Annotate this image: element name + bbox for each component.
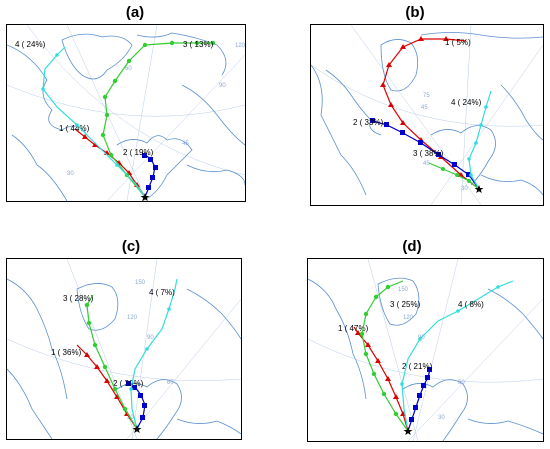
trajectory-3: 3 ( 28%) — [63, 294, 138, 430]
graticule — [7, 259, 241, 439]
trajectory-4: 4 ( 24%) — [451, 90, 492, 190]
trajectory-1: 1 ( 47%) — [338, 324, 409, 432]
coastlines — [7, 278, 241, 439]
svg-text:30: 30 — [67, 171, 74, 177]
svg-text:2 ( 19%): 2 ( 19%) — [123, 148, 154, 157]
svg-text:3 ( 25%): 3 ( 25%) — [390, 300, 421, 309]
origin-star-icon — [403, 427, 413, 435]
svg-text:120: 120 — [127, 315, 138, 321]
svg-text:60: 60 — [458, 380, 465, 386]
trajectory-1: 1 ( 36%) — [51, 344, 138, 430]
svg-text:2 ( 30%): 2 ( 30%) — [113, 379, 144, 388]
svg-text:90: 90 — [147, 335, 154, 341]
svg-text:3 ( 28%): 3 ( 28%) — [63, 294, 94, 303]
svg-text:4 ( 8%): 4 ( 8%) — [458, 300, 484, 309]
panel-d-title: (d) — [402, 238, 422, 255]
panel-d-map: 150 120 90 60 30 1 ( 47%) 2 ( 21%) 3 ( 2… — [307, 258, 544, 442]
svg-text:150: 150 — [135, 280, 146, 286]
trajectory-2: 2 ( 30%) — [113, 379, 147, 430]
svg-text:1 ( 5%): 1 ( 5%) — [445, 38, 471, 47]
trajectory-3: 3 ( 13%) — [100, 40, 216, 198]
trajectory-2: 2 ( 19%) — [123, 148, 158, 198]
svg-text:4 ( 24%): 4 ( 24%) — [451, 98, 482, 107]
svg-text:75: 75 — [423, 93, 430, 99]
svg-text:30: 30 — [438, 415, 445, 421]
trajectory-4: 4 ( 24%) — [15, 40, 146, 198]
lat-labels: 75 45 45 30 — [421, 93, 468, 192]
trajectory-2: 2 ( 33%) — [353, 118, 480, 190]
panel-a-title: (a) — [125, 4, 145, 21]
svg-text:4 ( 24%): 4 ( 24%) — [15, 40, 46, 49]
svg-text:120: 120 — [235, 43, 245, 49]
svg-text:3 ( 38%): 3 ( 38%) — [413, 149, 444, 158]
svg-text:45: 45 — [421, 105, 428, 111]
svg-text:60: 60 — [167, 380, 174, 386]
panel-c-map: 150 120 90 60 30 1 ( 36%) 2 ( 30%) 3 ( 2… — [6, 258, 242, 440]
svg-text:1 ( 36%): 1 ( 36%) — [51, 348, 82, 357]
trajectory-4: 4 ( 8%) — [400, 280, 514, 432]
trajectory-3: 3 ( 38%) — [413, 149, 480, 190]
panel-c-title: (c) — [121, 238, 141, 255]
svg-text:2 ( 33%): 2 ( 33%) — [353, 118, 384, 127]
svg-text:1 ( 47%): 1 ( 47%) — [338, 324, 369, 333]
panel-b-title: (b) — [405, 4, 425, 21]
svg-text:150: 150 — [398, 287, 409, 293]
svg-text:30: 30 — [461, 186, 468, 192]
lat-labels: 120 90 60 45 30 — [67, 43, 245, 177]
coastlines — [7, 32, 245, 201]
svg-text:1 ( 44%): 1 ( 44%) — [59, 124, 90, 133]
lat-labels: 150 120 90 60 30 — [127, 280, 174, 421]
coastlines — [308, 277, 543, 441]
svg-text:90: 90 — [219, 83, 226, 89]
trajectory-4: 4 ( 7%) — [129, 278, 178, 430]
svg-text:120: 120 — [403, 315, 414, 321]
graticule — [308, 259, 543, 441]
origin-star-icon — [132, 425, 142, 433]
origin-star-icon — [474, 185, 484, 193]
panel-a-map: 120 90 60 45 30 1 ( 44%) 2 ( 19%) 3 ( 13… — [6, 24, 246, 202]
svg-text:4 ( 7%): 4 ( 7%) — [149, 288, 175, 297]
svg-text:3 ( 13%): 3 ( 13%) — [183, 40, 214, 49]
origin-star-icon — [140, 193, 150, 201]
trajectory-3: 3 ( 25%) — [359, 280, 421, 432]
svg-text:45: 45 — [423, 161, 430, 167]
graticule — [311, 25, 543, 205]
trajectory-2: 2 ( 21%) — [402, 362, 433, 432]
svg-text:2 ( 21%): 2 ( 21%) — [402, 362, 433, 371]
svg-text:60: 60 — [125, 66, 132, 72]
coastlines — [311, 32, 543, 196]
svg-text:45: 45 — [182, 141, 189, 147]
panel-b-map: 75 45 45 30 1 ( 5%) 2 ( 33%) 3 ( 38%) 4 … — [310, 24, 544, 206]
